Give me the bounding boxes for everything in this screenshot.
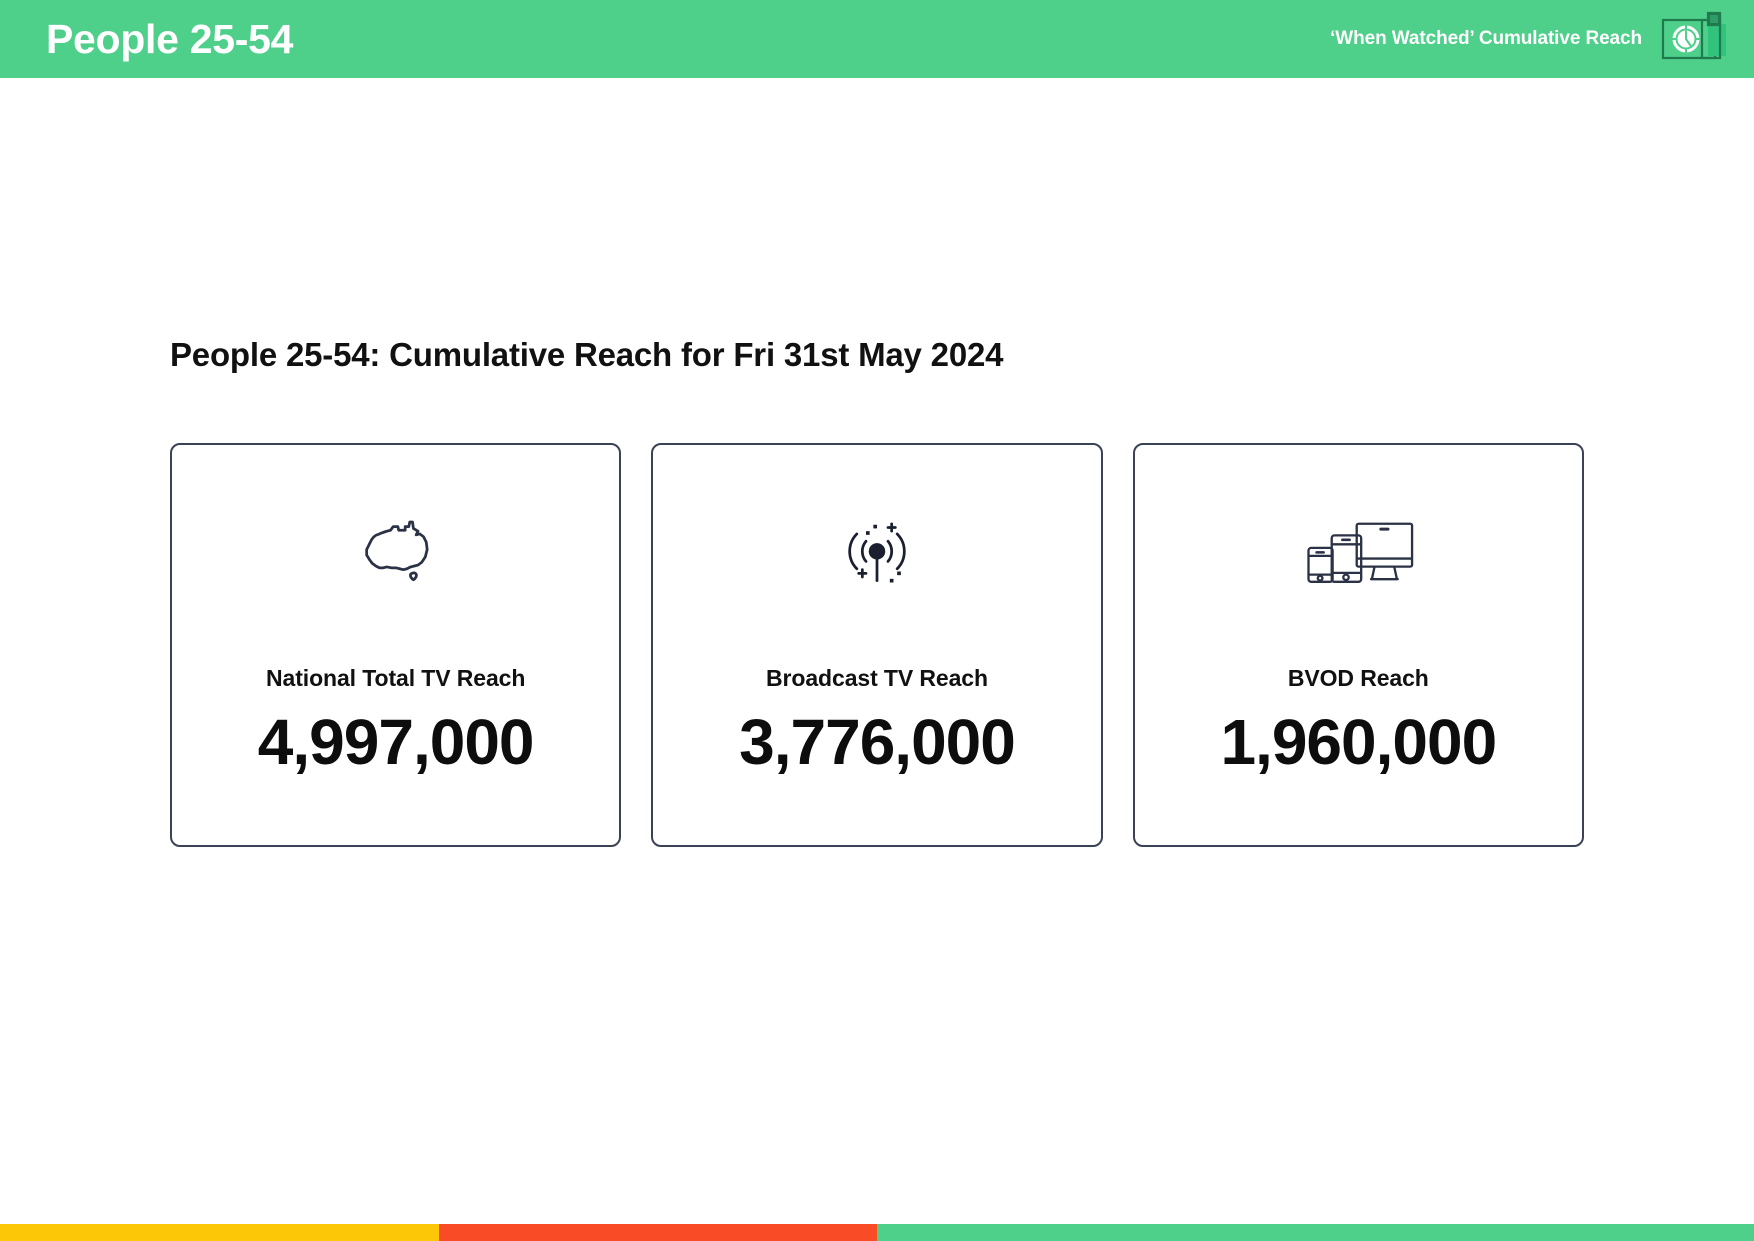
footer-orange-segment xyxy=(438,1224,877,1241)
card-value: 3,776,000 xyxy=(739,706,1016,778)
reach-card-bvod[interactable]: BVOD Reach 1,960,000 xyxy=(1132,443,1584,847)
multi-device-icon xyxy=(1296,507,1421,603)
reach-card-broadcast-tv[interactable]: Broadcast TV Reach 3,776,000 xyxy=(651,443,1103,847)
card-value: 1,960,000 xyxy=(1220,706,1497,778)
page-title: People 25-54 xyxy=(46,15,294,62)
card-value: 4,997,000 xyxy=(257,706,535,778)
footer-green-segment xyxy=(877,1224,1754,1241)
page-header: People 25-54 ‘When Watched’ Cumulative R… xyxy=(0,0,1754,78)
header-right-group: ‘When Watched’ Cumulative Reach xyxy=(1330,10,1736,68)
section-title: People 25-54: Cumulative Reach for Fri 3… xyxy=(170,336,1004,373)
reach-card-national-total-tv[interactable]: National Total TV Reach 4,997,000 xyxy=(170,443,622,847)
broadcast-signal-icon xyxy=(822,507,932,603)
footer-yellow-segment xyxy=(0,1224,439,1241)
card-label: National Total TV Reach xyxy=(266,665,526,691)
header-subtitle: ‘When Watched’ Cumulative Reach xyxy=(1330,28,1642,49)
main-content: People 25-54: Cumulative Reach for Fri 3… xyxy=(0,78,1754,1224)
card-label: Broadcast TV Reach xyxy=(766,665,988,691)
footer-color-bar xyxy=(0,1224,1754,1241)
tv-clock-devices-logo-icon xyxy=(1660,10,1736,68)
reach-card-row: National Total TV Reach 4,997,000 xyxy=(170,443,1584,847)
card-label: BVOD Reach xyxy=(1287,665,1429,691)
australia-map-icon xyxy=(341,507,451,603)
